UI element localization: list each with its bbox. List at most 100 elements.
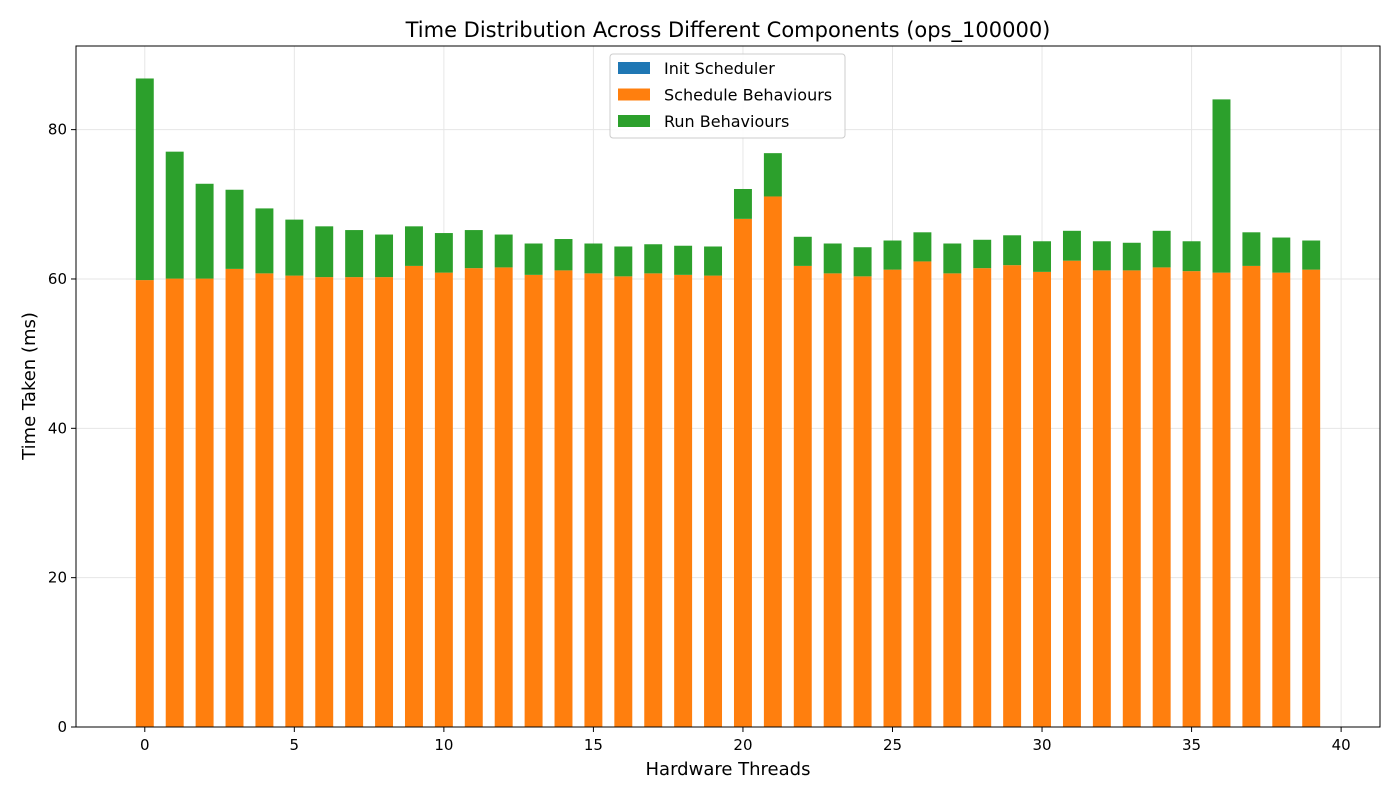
bar-segment-schedule-behaviours	[763, 196, 782, 727]
x-tick-label: 10	[434, 736, 453, 754]
bar-segment-schedule-behaviours	[255, 273, 274, 727]
bar-segment-run-behaviours	[614, 246, 633, 277]
bar-segment-run-behaviours	[674, 245, 693, 275]
bar-segment-run-behaviours	[883, 240, 902, 270]
bar-segment-run-behaviours	[1152, 230, 1171, 268]
bar-segment-schedule-behaviours	[1062, 260, 1081, 727]
x-tick-label: 15	[584, 736, 603, 754]
bar-segment-run-behaviours	[823, 243, 842, 274]
bar-segment-schedule-behaviours	[285, 275, 304, 727]
bar-segment-schedule-behaviours	[1182, 271, 1201, 727]
bar-segment-run-behaviours	[1242, 232, 1261, 266]
bar-segment-schedule-behaviours	[1212, 272, 1231, 727]
legend-box	[609, 53, 846, 139]
bar-segment-schedule-behaviours	[464, 268, 483, 727]
bar-segment-schedule-behaviours	[1302, 269, 1321, 727]
bars-layer	[135, 78, 1321, 727]
legend-swatch	[618, 115, 650, 127]
bar-segment-run-behaviours	[554, 239, 573, 271]
bar-segment-run-behaviours	[913, 232, 932, 262]
bar-segment-schedule-behaviours	[704, 275, 723, 727]
bar-segment-run-behaviours	[644, 244, 663, 274]
bar-segment-schedule-behaviours	[1003, 265, 1022, 727]
bar-segment-schedule-behaviours	[674, 274, 693, 727]
y-axis-title: Time Taken (ms)	[19, 312, 40, 461]
bar-segment-schedule-behaviours	[883, 269, 902, 727]
bar-segment-run-behaviours	[255, 208, 274, 274]
plot-frame	[75, 45, 1381, 728]
bar-segment-schedule-behaviours	[1122, 270, 1141, 727]
bar-segment-schedule-behaviours	[345, 277, 364, 727]
bar-segment-schedule-behaviours	[434, 272, 453, 727]
y-tick-label: 20	[48, 569, 67, 587]
x-tick-label: 5	[290, 736, 300, 754]
bar-segment-schedule-behaviours	[195, 278, 214, 727]
bar-segment-run-behaviours	[524, 243, 543, 275]
legend-swatch	[618, 88, 650, 101]
bar-segment-run-behaviours	[225, 189, 244, 269]
bar-segment-schedule-behaviours	[1242, 265, 1261, 727]
bar-segment-schedule-behaviours	[494, 267, 513, 727]
bar-segment-run-behaviours	[345, 230, 364, 278]
bar-segment-run-behaviours	[1033, 241, 1052, 272]
bar-segment-schedule-behaviours	[135, 280, 154, 727]
bar-segment-run-behaviours	[195, 183, 214, 279]
bar-segment-schedule-behaviours	[315, 277, 334, 727]
bar-segment-schedule-behaviours	[913, 261, 932, 727]
bar-segment-run-behaviours	[1212, 99, 1231, 273]
bar-segment-run-behaviours	[1092, 241, 1111, 271]
y-tick-label: 60	[48, 270, 67, 288]
bar-segment-schedule-behaviours	[584, 273, 603, 727]
bar-segment-schedule-behaviours	[943, 273, 962, 727]
bar-segment-schedule-behaviours	[1152, 267, 1171, 727]
legend-label: Schedule Behaviours	[664, 86, 832, 105]
bar-segment-run-behaviours	[704, 246, 723, 276]
bar-segment-run-behaviours	[1003, 235, 1022, 266]
bar-segment-schedule-behaviours	[165, 278, 184, 727]
x-tick-label: 20	[733, 736, 752, 754]
bar-segment-schedule-behaviours	[404, 265, 423, 727]
bar-segment-run-behaviours	[763, 153, 782, 197]
legend-label: Init Scheduler	[664, 59, 775, 78]
bar-segment-schedule-behaviours	[554, 270, 573, 727]
bar-segment-run-behaviours	[494, 234, 513, 268]
y-tick-label: 40	[48, 419, 67, 437]
bar-segment-run-behaviours	[375, 234, 394, 278]
bar-segment-run-behaviours	[135, 78, 154, 281]
bar-segment-run-behaviours	[853, 247, 872, 277]
bar-segment-run-behaviours	[165, 151, 184, 279]
x-tick-label: 25	[883, 736, 902, 754]
x-tick-label: 35	[1182, 736, 1201, 754]
bar-segment-schedule-behaviours	[733, 218, 752, 727]
legend: Init Scheduler Schedule Behaviours Run Beh…	[609, 53, 846, 139]
bar-segment-run-behaviours	[434, 233, 453, 273]
legend-label: Run Behaviours	[664, 112, 789, 131]
chart-title: Time Distribution Across Different Compo…	[405, 18, 1051, 43]
bar-segment-run-behaviours	[1062, 230, 1081, 261]
x-tick-label: 0	[140, 736, 150, 754]
ticks-layer: 0 5 10 15 20 25 30 35 40 0 20 40 60 80	[48, 121, 1351, 754]
bar-segment-run-behaviours	[464, 230, 483, 269]
x-tick-label: 30	[1032, 736, 1051, 754]
bar-segment-schedule-behaviours	[973, 268, 992, 727]
y-tick-label: 0	[57, 718, 67, 736]
bar-segment-run-behaviours	[793, 236, 812, 266]
bar-segment-run-behaviours	[943, 243, 962, 274]
bar-segment-run-behaviours	[1182, 241, 1201, 272]
bar-segment-run-behaviours	[584, 243, 603, 274]
x-axis-title: Hardware Threads	[646, 759, 811, 780]
bar-segment-schedule-behaviours	[614, 276, 633, 727]
x-tick-label: 40	[1332, 736, 1351, 754]
bar-segment-run-behaviours	[404, 226, 423, 266]
bar-segment-schedule-behaviours	[644, 273, 663, 727]
bar-segment-schedule-behaviours	[1092, 270, 1111, 727]
bar-segment-schedule-behaviours	[1033, 271, 1052, 727]
bar-segment-schedule-behaviours	[1272, 272, 1291, 727]
bar-segment-schedule-behaviours	[375, 277, 394, 727]
bar-segment-schedule-behaviours	[524, 274, 543, 727]
legend-swatch	[618, 62, 650, 74]
bar-segment-run-behaviours	[1302, 240, 1321, 270]
y-tick-label: 80	[48, 121, 67, 139]
